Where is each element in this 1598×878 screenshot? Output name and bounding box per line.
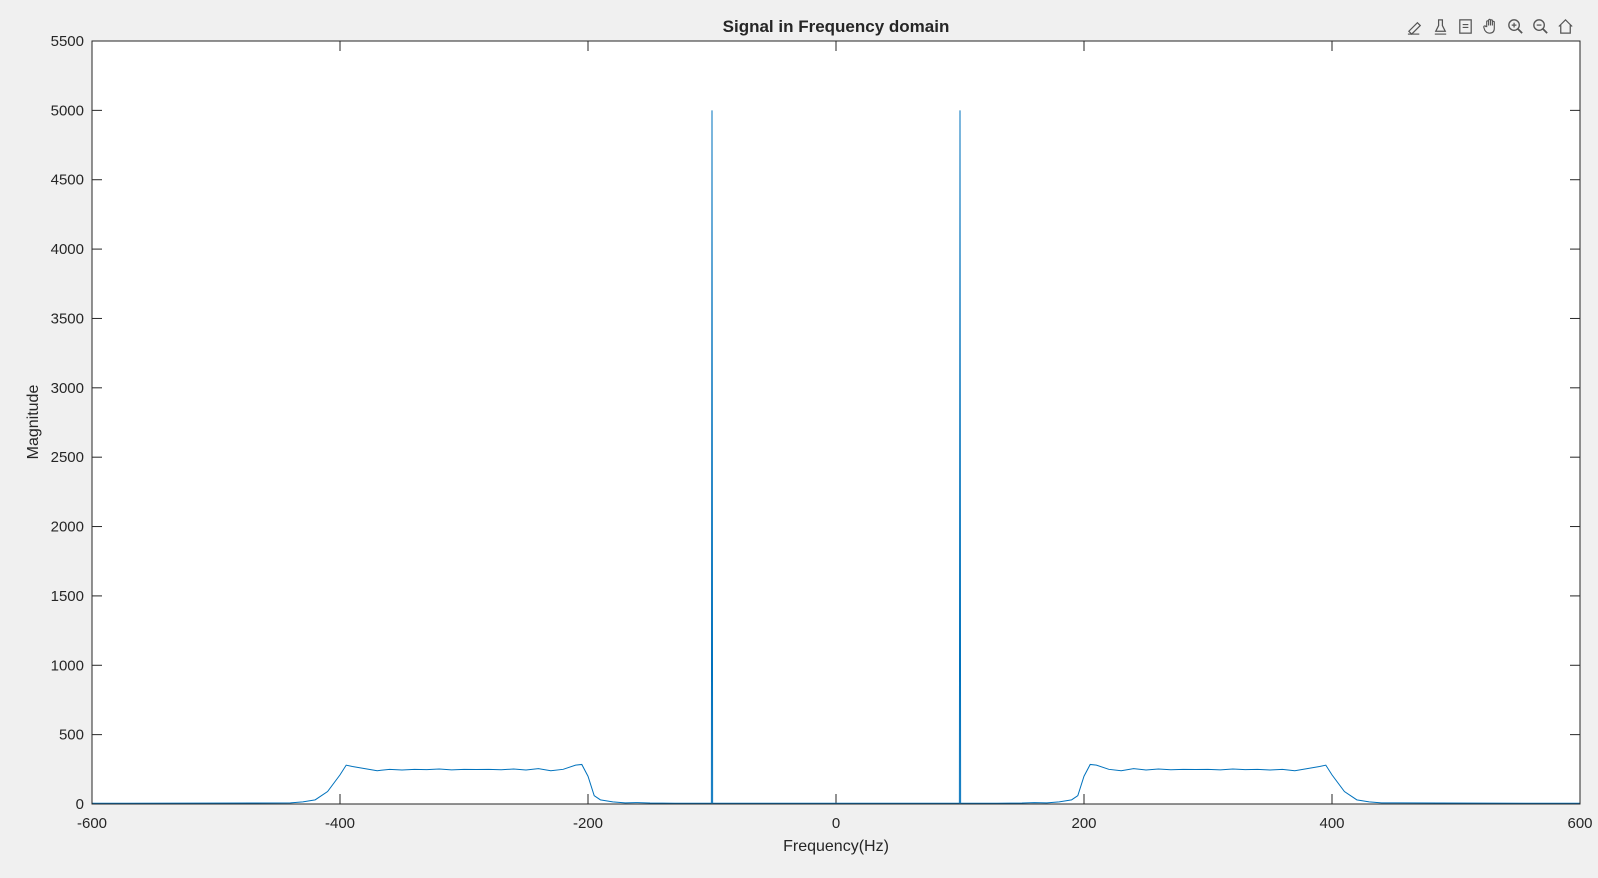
- y-tick-label: 4500: [51, 172, 84, 189]
- y-tick-label: 3500: [51, 310, 84, 327]
- y-axis-label: Magnitude: [25, 385, 42, 460]
- y-tick-label: 5000: [51, 102, 84, 119]
- brush-data-icon: [1407, 21, 1422, 35]
- x-tick-label: 600: [1567, 815, 1592, 832]
- series-line[interactable]: [91, 110, 1581, 804]
- zoom-out-button[interactable]: [1529, 15, 1552, 38]
- y-tick-label: 3000: [51, 380, 84, 397]
- export-icon: [1459, 18, 1472, 34]
- pan-button[interactable]: [1479, 15, 1502, 38]
- x-tick-label: -200: [573, 815, 603, 832]
- y-tick-label: 2500: [51, 449, 84, 466]
- y-tick-label: 1000: [51, 657, 84, 674]
- x-tick-label: 0: [832, 815, 840, 832]
- x-tick-label: -600: [77, 815, 107, 832]
- axes-background: [92, 41, 1580, 804]
- data-tip-button[interactable]: [1429, 15, 1452, 38]
- restore-view-icon: [1558, 18, 1573, 34]
- x-tick-label: 400: [1319, 815, 1344, 832]
- y-tick-label: 0: [76, 796, 84, 813]
- zoom-in-icon: [1508, 18, 1523, 34]
- zoom-in-button[interactable]: [1504, 15, 1527, 38]
- x-tick-label: -400: [325, 815, 355, 832]
- restore-view-button[interactable]: [1554, 15, 1577, 38]
- export-button[interactable]: [1454, 15, 1477, 38]
- y-tick-label: 4000: [51, 241, 84, 258]
- pan-hand-icon: [1483, 18, 1495, 34]
- axis-tick-labels: -600 -400 -200 0 200 400 600 0 500 1000 1500 2000 25…: [51, 33, 1593, 832]
- y-tick-label: 2000: [51, 519, 84, 536]
- y-tick-label: 500: [59, 727, 84, 744]
- chart-title: Signal in Frequency domain: [723, 17, 950, 36]
- y-tick-label: 5500: [51, 33, 84, 50]
- axes-box: [91, 40, 1581, 805]
- axes-toolbar: [1404, 14, 1577, 38]
- x-axis-label: Frequency(Hz): [783, 838, 889, 855]
- x-tick-label: 200: [1071, 815, 1096, 832]
- brush-data-button[interactable]: [1404, 15, 1427, 38]
- zoom-out-icon: [1533, 18, 1548, 34]
- y-tick-label: 1500: [51, 588, 84, 605]
- data-tip-icon: [1434, 18, 1447, 35]
